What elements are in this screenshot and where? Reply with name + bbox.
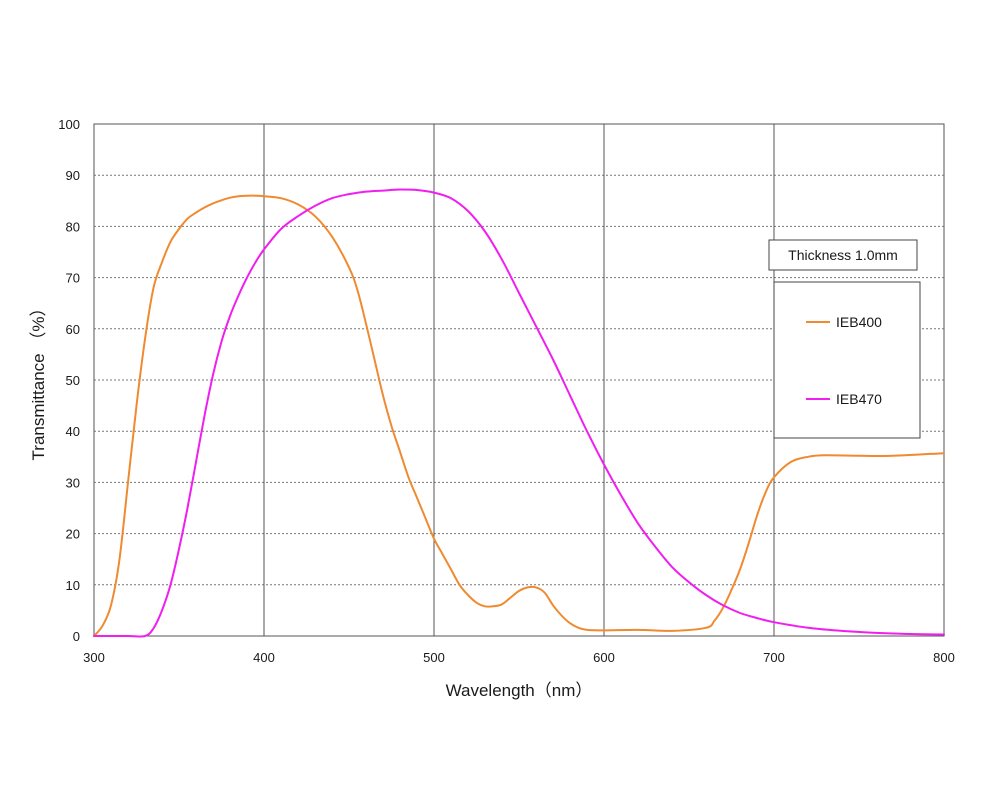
thickness-box — [768, 239, 918, 271]
y-tick-40: 40 — [66, 424, 80, 439]
y-tick-70: 70 — [66, 271, 80, 286]
y-tick-10: 10 — [66, 578, 80, 593]
legend-label-ieb470: IEB470 — [836, 391, 882, 407]
series-lines — [93, 188, 945, 638]
y-tick-labels: 0 10 20 30 40 50 60 70 80 90 100 — [58, 117, 80, 644]
x-tick-labels: 300 400 500 600 700 800 — [83, 650, 955, 665]
x-axis-title: Wavelength（nm） — [446, 681, 593, 700]
x-tick-500: 500 — [423, 650, 445, 665]
x-tick-600: 600 — [593, 650, 615, 665]
x-tick-400: 400 — [253, 650, 275, 665]
legend-label-ieb400: IEB400 — [836, 314, 882, 330]
y-tick-100: 100 — [58, 117, 80, 132]
y-tick-20: 20 — [66, 527, 80, 542]
x-tick-700: 700 — [763, 650, 785, 665]
y-tick-60: 60 — [66, 322, 80, 337]
legend-box — [773, 281, 921, 439]
y-tick-90: 90 — [66, 168, 80, 183]
y-tick-30: 30 — [66, 475, 80, 490]
y-tick-50: 50 — [66, 373, 80, 388]
series-line-ieb400 — [93, 194, 945, 637]
thickness-label: Thickness 1.0mm — [788, 247, 898, 263]
y-axis-title: Transmittance （%） — [29, 300, 48, 461]
y-tick-0: 0 — [73, 629, 80, 644]
y-tick-80: 80 — [66, 219, 80, 234]
x-tick-800: 800 — [933, 650, 955, 665]
x-tick-300: 300 — [83, 650, 105, 665]
series-line-ieb470 — [93, 188, 945, 638]
